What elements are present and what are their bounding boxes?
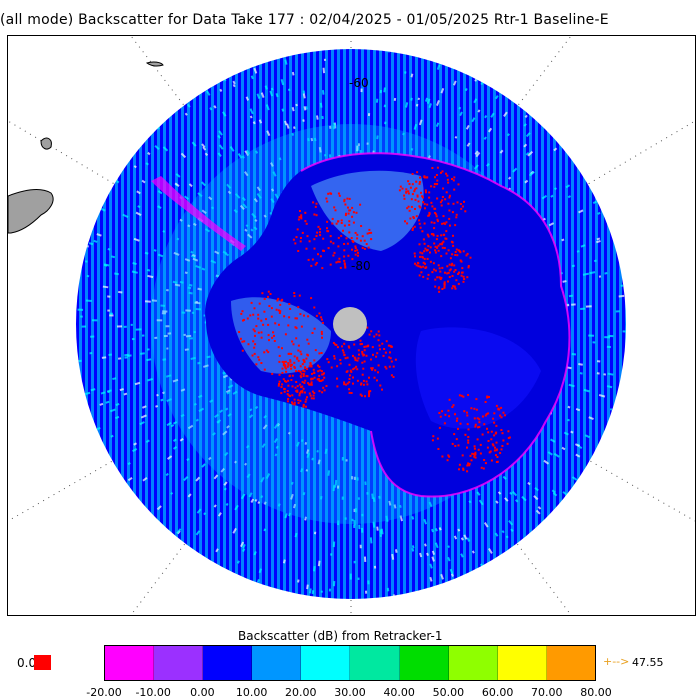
antarctica-landmass bbox=[151, 152, 571, 498]
latitude-label-inner: -80 bbox=[351, 259, 371, 273]
map-panel[interactable]: -60 -80 bbox=[7, 35, 696, 616]
colorbar-tick-label: -10.00 bbox=[135, 686, 171, 699]
colorbar-tick-label: 40.00 bbox=[383, 686, 415, 699]
colorbar-segment bbox=[154, 646, 204, 680]
south-america-landmass bbox=[8, 189, 54, 234]
colorbar-segment bbox=[399, 646, 449, 680]
colorbar-segment bbox=[350, 646, 400, 680]
colorbar-tick-label: 10.00 bbox=[235, 686, 268, 699]
colorbar-tick-label: 20.00 bbox=[285, 686, 317, 699]
colorbar-tick-label: 60.00 bbox=[481, 686, 514, 699]
zero-value-swatch bbox=[34, 655, 51, 670]
colorbar-segment bbox=[497, 646, 547, 680]
zero-value-label: 0.0 bbox=[17, 656, 37, 670]
colorbar-tick-label: 80.00 bbox=[580, 686, 612, 699]
colorbar-segment bbox=[252, 646, 302, 680]
colorbar-tick-label: 50.00 bbox=[432, 686, 465, 699]
colorbar-tick-label: -20.00 bbox=[86, 686, 122, 699]
antarctic-backscatter-map[interactable] bbox=[8, 36, 695, 615]
latitude-label-outer: -60 bbox=[349, 76, 369, 90]
colorbar-segment bbox=[301, 646, 351, 680]
map-title: (all mode) Backscatter for Data Take 177… bbox=[0, 12, 609, 28]
max-arrow-icon: +--> bbox=[603, 655, 630, 668]
colorbar-title: Backscatter (dB) from Retracker-1 bbox=[238, 629, 443, 643]
colorbar-segment bbox=[546, 646, 595, 680]
pole-hole bbox=[333, 307, 367, 341]
colorbar-segment bbox=[448, 646, 498, 680]
colorbar bbox=[104, 645, 596, 681]
colorbar-segment bbox=[105, 646, 155, 680]
max-value-label: 47.55 bbox=[632, 656, 664, 669]
island-outline bbox=[40, 137, 52, 150]
colorbar-tick-label: 70.00 bbox=[531, 686, 563, 699]
colorbar-segment bbox=[203, 646, 253, 680]
colorbar-tick-label: 30.00 bbox=[334, 686, 366, 699]
island-outline bbox=[145, 61, 164, 67]
colorbar-tick-label: 0.00 bbox=[190, 686, 215, 699]
